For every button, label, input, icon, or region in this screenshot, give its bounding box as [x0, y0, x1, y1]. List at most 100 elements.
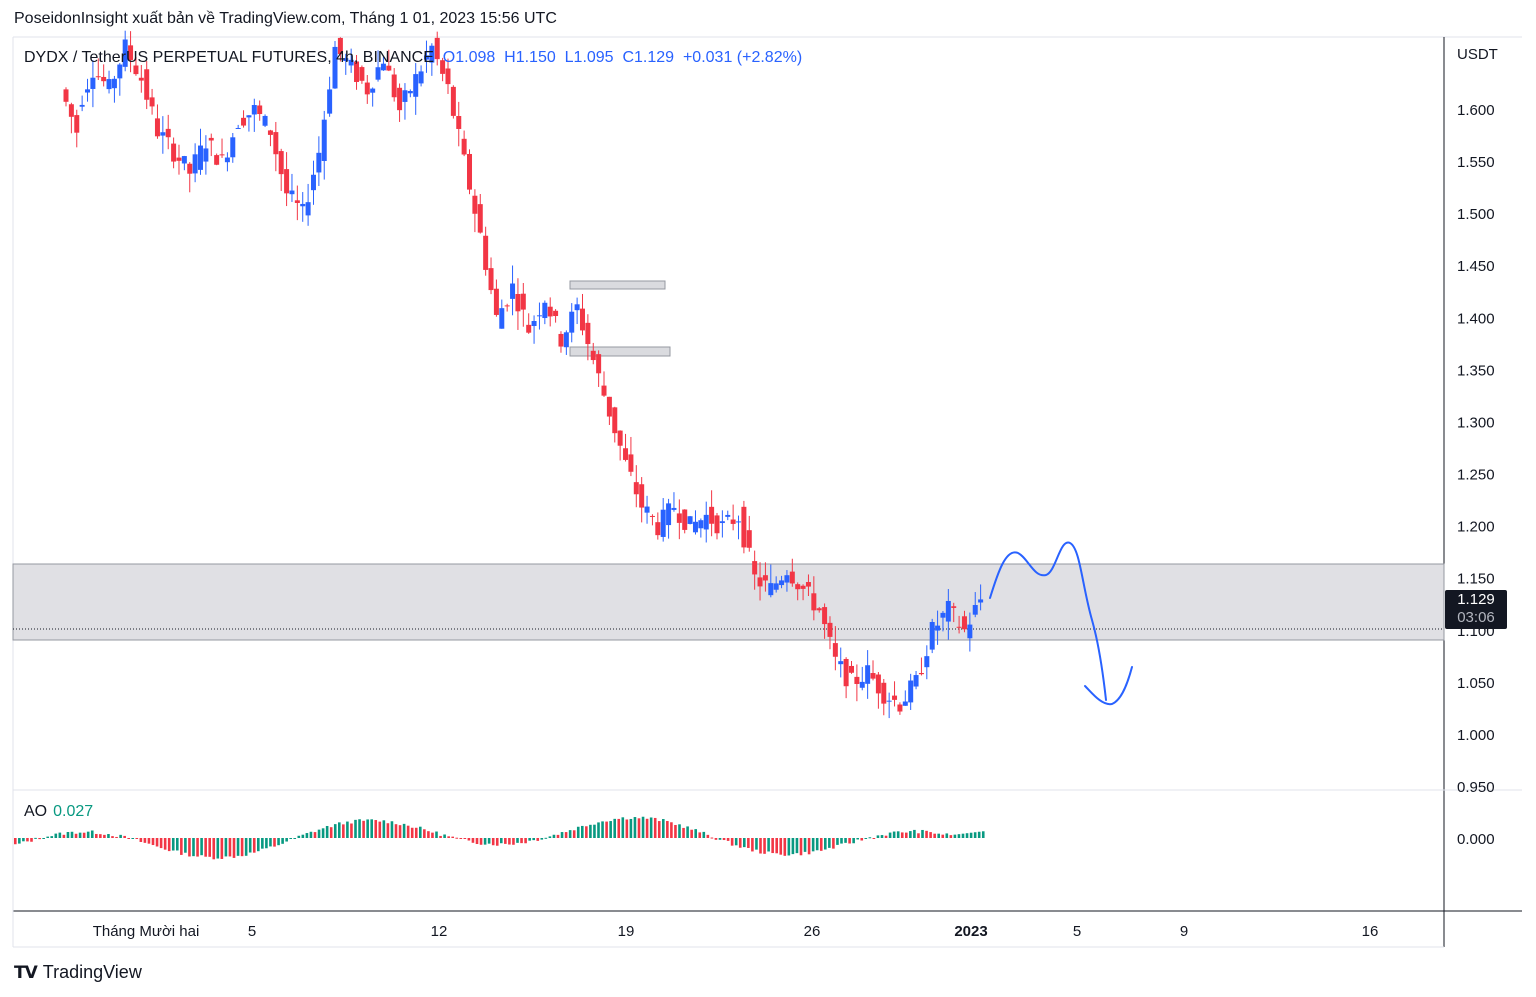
candle-body [154, 118, 160, 137]
candle-body [612, 407, 618, 434]
candle-body [730, 519, 736, 524]
ao-bar [965, 833, 969, 838]
candle-body [359, 67, 365, 81]
candle-body [284, 169, 290, 194]
ao-bar [921, 829, 924, 838]
ao-bar [38, 838, 41, 840]
candle-body [230, 137, 236, 158]
ao-bar [504, 838, 507, 844]
ao-bar [151, 838, 155, 846]
candle-body [897, 704, 903, 712]
candle-body [364, 82, 370, 95]
ao-histogram [14, 816, 985, 860]
ao-bar [564, 832, 568, 838]
ao-bar [309, 831, 313, 838]
candle-body [768, 583, 774, 596]
candle-body [553, 310, 559, 317]
ao-bar [572, 830, 576, 838]
ao-bar [159, 838, 163, 849]
ao-bar [119, 834, 122, 838]
price-tick-label: 1.250 [1457, 467, 1495, 484]
ao-bar [649, 817, 653, 838]
ao-bar [431, 832, 434, 838]
candle-body [859, 681, 865, 688]
ao-bar [609, 821, 612, 838]
ao-bar [601, 821, 604, 838]
candle-body [827, 622, 833, 637]
candle-body [176, 157, 182, 161]
candle-body [719, 521, 725, 524]
ao-bar [374, 820, 378, 838]
candle-body [951, 606, 957, 608]
candle-body [660, 509, 666, 537]
candle-body [343, 58, 349, 62]
ao-bar [633, 817, 637, 838]
ao-bar [171, 838, 175, 851]
candle-body [477, 204, 483, 233]
candle-body [63, 89, 69, 102]
candle-body [666, 503, 672, 526]
ao-bar [204, 838, 207, 857]
ao-bar [370, 819, 373, 838]
candle-body [332, 46, 338, 89]
ao-bar [516, 838, 519, 843]
bar-countdown: 03:06 [1457, 609, 1495, 626]
price-tick-label: 1.450 [1457, 258, 1495, 275]
candle-body [596, 354, 602, 374]
candle-body [848, 665, 854, 673]
candle-body [246, 115, 252, 118]
candle-body [558, 333, 564, 347]
candle-body [224, 157, 230, 163]
ao-bar [568, 830, 572, 838]
ao-bar [759, 838, 762, 854]
tradingview-logo[interactable]: TV TradingView [14, 962, 142, 983]
ao-bar [313, 832, 317, 838]
ao-bar [933, 833, 936, 838]
ao-bar [844, 838, 847, 843]
ao-bar [277, 838, 280, 846]
candle-body [434, 37, 440, 60]
ao-bar [751, 838, 754, 852]
ao-bar [819, 838, 823, 851]
ao-bar [354, 819, 357, 838]
ao-bar [42, 838, 45, 839]
consolidation-box-top[interactable] [569, 280, 666, 290]
ao-bar [443, 834, 446, 838]
projection-drawing[interactable] [989, 541, 1107, 701]
ao-bar [973, 832, 977, 838]
candle-body [278, 151, 284, 175]
ao-bar [880, 835, 884, 838]
candle-body [122, 39, 128, 67]
ao-bar [14, 838, 17, 845]
ao-bar [285, 838, 288, 842]
ao-bar [54, 833, 58, 838]
projection-arrowhead[interactable] [1084, 666, 1133, 706]
ao-bar [78, 832, 82, 838]
ohlc-high: H1.150 [504, 49, 556, 66]
candle-body [531, 321, 537, 327]
resistance-zone[interactable] [12, 563, 1445, 641]
ao-bar [840, 838, 843, 844]
candle-body [310, 174, 316, 191]
ao-bar [807, 838, 811, 855]
ao-bar [224, 838, 228, 857]
price-tick-label: 1.400 [1457, 310, 1495, 327]
ao-bar [382, 820, 386, 838]
candle-body [547, 306, 553, 317]
candle-body [198, 145, 204, 170]
ao-bar [957, 834, 961, 838]
ao-bar [378, 821, 382, 838]
ao-bar [34, 837, 37, 839]
candle-body [192, 154, 198, 174]
ao-bar [552, 834, 556, 838]
candle-body [682, 509, 688, 530]
ao-bar [836, 838, 839, 845]
candle-body [429, 45, 435, 63]
time-tick-label: 2023 [954, 923, 987, 940]
ao-legend[interactable]: AO 0.027 [24, 803, 93, 821]
consolidation-box-bottom[interactable] [569, 346, 671, 357]
ao-bar [763, 838, 766, 854]
symbol-name[interactable]: DYDX / TetherUS PERPETUAL FUTURES, 4h, B… [24, 49, 434, 66]
candle-body [746, 530, 752, 548]
